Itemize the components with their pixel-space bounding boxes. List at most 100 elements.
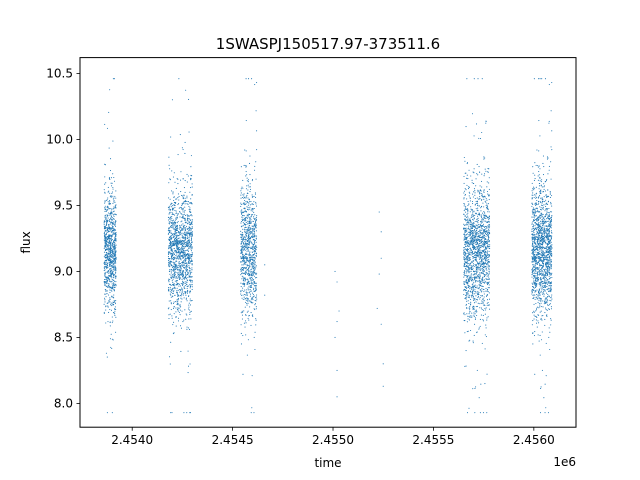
data-point xyxy=(184,152,186,155)
data-point xyxy=(170,242,172,244)
data-point xyxy=(190,285,192,287)
data-point xyxy=(475,257,477,259)
data-point xyxy=(115,246,117,248)
data-point xyxy=(249,271,251,273)
data-point xyxy=(253,282,255,284)
data-point xyxy=(182,248,184,250)
data-point xyxy=(113,241,115,243)
data-point xyxy=(110,267,112,269)
data-point xyxy=(185,318,187,320)
data-point xyxy=(488,247,490,249)
data-point xyxy=(475,290,477,293)
data-point xyxy=(183,412,185,414)
data-point xyxy=(483,235,485,237)
data-point xyxy=(478,328,480,330)
data-point xyxy=(255,324,257,326)
data-point xyxy=(240,291,242,293)
data-point xyxy=(481,300,483,302)
data-point xyxy=(250,258,252,260)
data-point xyxy=(243,204,246,206)
data-point xyxy=(250,301,252,303)
data-point xyxy=(245,221,247,224)
data-point xyxy=(168,182,170,184)
data-point xyxy=(106,247,108,249)
data-point xyxy=(470,233,472,235)
data-point xyxy=(188,318,190,320)
data-point xyxy=(174,257,176,259)
data-point xyxy=(113,282,115,284)
data-point xyxy=(179,211,181,213)
data-point xyxy=(182,265,184,267)
data-point xyxy=(465,172,467,174)
data-point xyxy=(110,218,112,220)
data-point xyxy=(114,252,116,254)
data-point xyxy=(110,250,112,252)
data-point xyxy=(488,284,490,286)
data-point xyxy=(170,254,172,256)
data-point xyxy=(247,298,249,300)
data-point xyxy=(463,175,465,178)
data-point xyxy=(486,283,489,286)
data-point xyxy=(463,197,465,199)
data-point xyxy=(191,284,193,286)
data-point xyxy=(545,214,547,216)
data-point xyxy=(242,249,244,251)
data-point xyxy=(466,216,468,218)
data-point xyxy=(254,257,256,259)
data-point xyxy=(481,131,483,134)
data-point xyxy=(481,238,483,240)
data-point xyxy=(466,219,468,221)
data-point xyxy=(111,182,113,184)
data-point xyxy=(479,256,481,258)
data-point xyxy=(482,281,484,283)
data-point xyxy=(168,253,170,255)
data-point xyxy=(178,271,180,273)
data-point xyxy=(111,283,113,285)
data-point xyxy=(112,258,114,260)
data-point xyxy=(245,252,247,254)
data-point xyxy=(481,244,483,246)
data-point xyxy=(471,288,473,291)
data-point xyxy=(168,227,170,229)
data-point xyxy=(240,210,242,212)
data-point xyxy=(184,275,187,278)
data-point xyxy=(474,313,476,315)
data-point xyxy=(466,256,468,258)
data-point xyxy=(106,302,108,304)
data-point xyxy=(176,271,178,274)
data-point xyxy=(476,251,478,254)
data-point xyxy=(190,235,192,237)
data-point xyxy=(470,252,472,254)
data-point xyxy=(481,285,483,287)
data-point xyxy=(476,298,478,300)
data-point xyxy=(484,252,486,254)
data-point xyxy=(107,262,109,264)
data-point xyxy=(468,281,470,283)
data-point xyxy=(481,265,483,268)
data-point xyxy=(105,271,107,273)
data-point xyxy=(104,207,106,209)
data-point xyxy=(179,234,181,236)
data-point xyxy=(170,296,172,298)
data-point xyxy=(537,301,539,303)
data-point xyxy=(465,274,467,276)
data-point xyxy=(486,186,488,188)
data-point xyxy=(173,250,175,252)
data-point xyxy=(485,243,487,245)
data-point xyxy=(185,291,187,293)
data-point xyxy=(247,257,249,259)
data-point xyxy=(247,220,249,222)
data-point xyxy=(488,256,490,258)
data-point xyxy=(175,237,177,239)
data-point xyxy=(104,218,106,220)
data-point xyxy=(477,266,479,268)
data-point xyxy=(112,227,114,229)
data-point xyxy=(466,78,468,80)
data-point xyxy=(470,301,472,303)
data-point xyxy=(105,296,107,298)
data-point xyxy=(182,264,184,266)
data-point xyxy=(190,279,192,281)
data-point xyxy=(104,176,106,178)
data-point xyxy=(487,282,489,284)
data-point xyxy=(488,292,490,294)
